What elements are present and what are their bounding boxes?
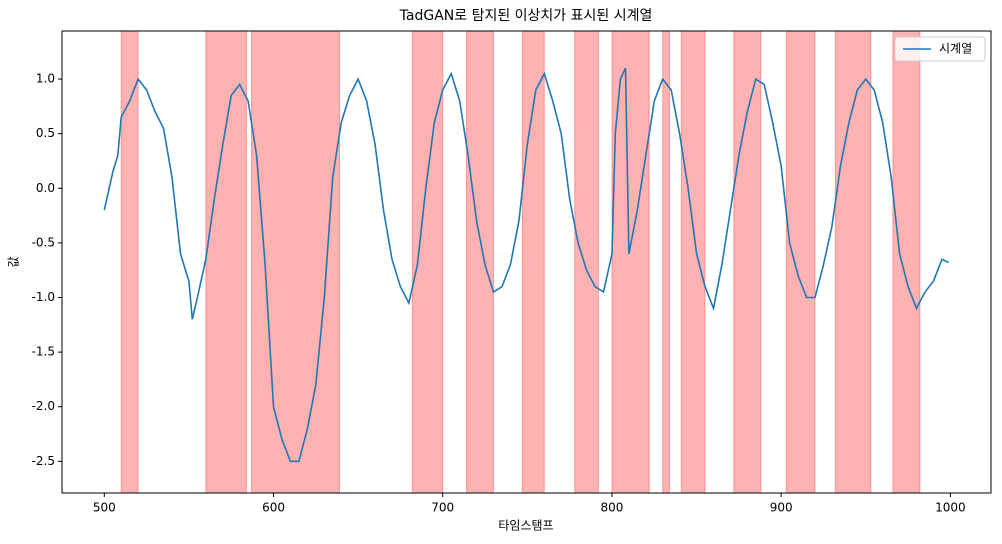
anomaly-span bbox=[251, 30, 341, 494]
x-tick-label: 800 bbox=[601, 501, 624, 515]
y-tick-label: -2.5 bbox=[32, 454, 55, 468]
legend-label: 시계열 bbox=[939, 42, 972, 56]
anomaly-span bbox=[834, 30, 872, 494]
anomaly-span bbox=[733, 30, 762, 494]
y-tick-label: 0.0 bbox=[36, 181, 55, 195]
anomaly-span bbox=[611, 30, 650, 494]
y-tick-label: -2.0 bbox=[32, 399, 55, 413]
y-tick-label: -1.5 bbox=[32, 345, 55, 359]
legend-box bbox=[894, 36, 986, 62]
y-tick-label: 1.0 bbox=[36, 72, 55, 86]
anomaly-span bbox=[574, 30, 599, 494]
anomaly-span bbox=[785, 30, 816, 494]
y-tick-label: 0.5 bbox=[36, 126, 55, 140]
x-tick-label: 1000 bbox=[935, 501, 966, 515]
x-tick-label: 700 bbox=[431, 501, 454, 515]
anomaly-span bbox=[521, 30, 545, 494]
x-axis-label: 타임스탬프 bbox=[498, 519, 553, 533]
x-tick-label: 500 bbox=[93, 501, 116, 515]
x-tick-label: 900 bbox=[770, 501, 793, 515]
x-tick-label: 600 bbox=[262, 501, 285, 515]
anomaly-span bbox=[662, 30, 670, 494]
anomaly-span bbox=[680, 30, 706, 494]
y-tick-label: -0.5 bbox=[32, 235, 55, 249]
plot-frame bbox=[61, 30, 992, 494]
y-axis-label: 값 bbox=[7, 256, 21, 267]
anomaly-span bbox=[411, 30, 444, 494]
chart-title: TadGAN로 탐지된 이상치가 표시된 시계열 bbox=[399, 8, 653, 24]
y-tick-label: -1.0 bbox=[32, 290, 55, 304]
anomaly-span bbox=[465, 30, 495, 494]
anomaly-span bbox=[205, 30, 247, 494]
series-line bbox=[103, 67, 950, 463]
anomaly-span bbox=[892, 30, 921, 494]
